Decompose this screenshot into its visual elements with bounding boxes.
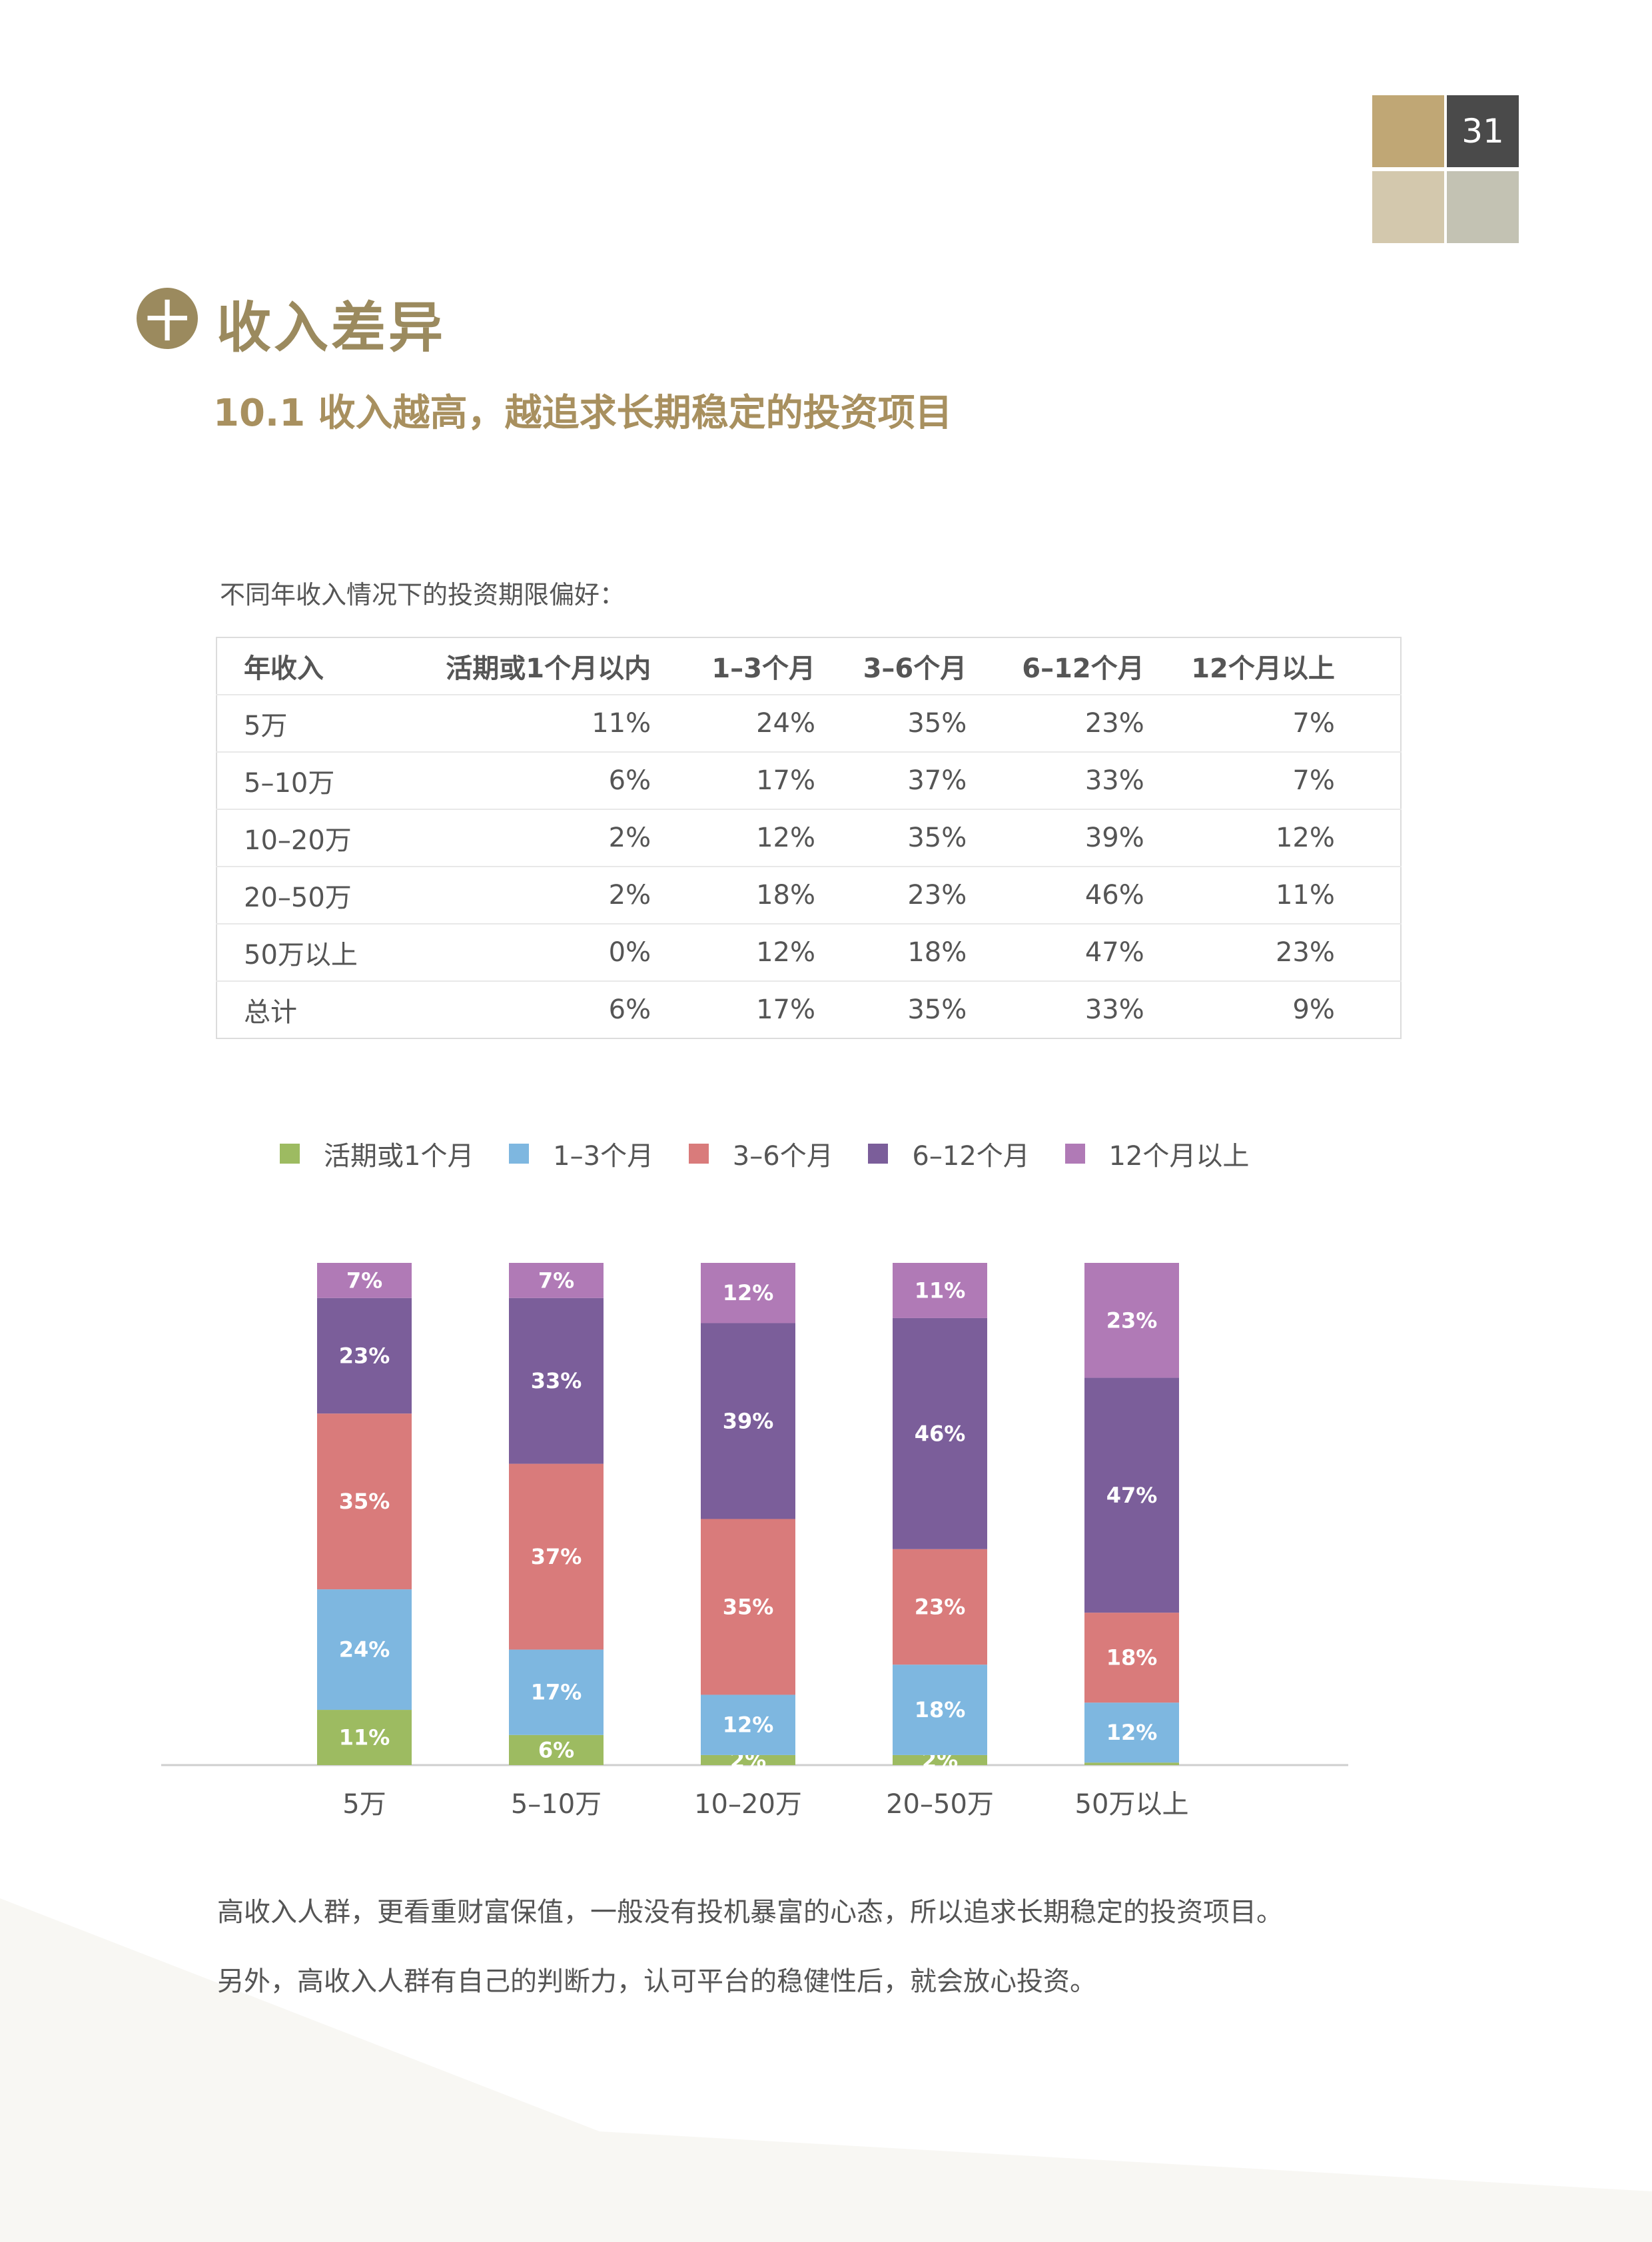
table-row: 20–50万 2% 18% 23% 46% 11% xyxy=(216,866,1401,924)
decor-square xyxy=(1447,171,1519,243)
section-badge: 十 xyxy=(137,288,198,349)
table-cell: 总计 xyxy=(216,980,428,1038)
table-cell: 37% xyxy=(815,751,967,809)
legend-swatch xyxy=(688,1144,709,1164)
table-cell: 33% xyxy=(967,751,1144,809)
table-row: 5–10万 6% 17% 37% 33% 7% xyxy=(216,751,1401,809)
table-header-cell: 12个月以上 xyxy=(1191,653,1335,684)
table-header-cell: 年收入 xyxy=(244,653,324,684)
table-cell: 6% xyxy=(427,751,651,809)
legend-swatch xyxy=(509,1144,530,1164)
legend-item: 3–6个月 xyxy=(688,1134,833,1173)
table-row: 总计 6% 17% 35% 33% 9% xyxy=(216,980,1401,1038)
table-cell: 17% xyxy=(651,980,815,1038)
legend-item: 12个月以上 xyxy=(1064,1134,1250,1173)
table-cell: 50万以上 xyxy=(216,923,428,981)
table-cell: 39% xyxy=(967,809,1144,867)
table-cell: 10–20万 xyxy=(216,809,428,867)
table-cell: 20–50万 xyxy=(216,866,428,924)
subsection-title: 10.1 收入越高，越追求长期稳定的投资项目 xyxy=(213,392,953,435)
table-cell: 18% xyxy=(651,866,815,924)
table-cell: 5万 xyxy=(216,694,428,752)
legend-label: 1–3个月 xyxy=(553,1141,654,1172)
legend-swatch xyxy=(1064,1144,1085,1164)
table-cell: 17% xyxy=(651,751,815,809)
table-cell: 7% xyxy=(1144,694,1335,752)
decor-square xyxy=(1372,171,1444,243)
table-cell: 11% xyxy=(427,694,651,752)
table-cell: 11% xyxy=(1144,866,1335,924)
table-header-cell: 1–3个月 xyxy=(711,653,815,684)
paragraph: 高收入人群，更看重财富保值，一般没有投机暴富的心态，所以追求长期稳定的投资项目。 xyxy=(217,1897,1283,1928)
section-title: 收入差异 xyxy=(216,296,446,360)
table-cell: 35% xyxy=(815,809,967,867)
table-cell: 35% xyxy=(815,980,967,1038)
table-cell: 46% xyxy=(967,866,1144,924)
table-cell: 7% xyxy=(1144,751,1335,809)
legend-label: 活期或1个月 xyxy=(324,1141,474,1172)
table-cell: 35% xyxy=(815,694,967,752)
table-caption: 不同年收入情况下的投资期限偏好： xyxy=(220,580,625,609)
table-cell: 18% xyxy=(815,923,967,981)
table-row: 50万以上 0% 12% 18% 47% 23% xyxy=(216,923,1401,981)
table-header-cell: 活期或1个月以内 xyxy=(446,653,651,684)
table-cell: 0% xyxy=(427,923,651,981)
chart-legend: 活期或1个月 1–3个月 3–6个月 6–12个月 12个月以上 xyxy=(280,1134,1276,1173)
table-cell: 5–10万 xyxy=(216,751,428,809)
table-cell: 2% xyxy=(427,809,651,867)
table-header-cell: 3–6个月 xyxy=(863,653,967,684)
data-table: 年收入 活期或1个月以内 1–3个月 3–6个月 6–12个月 12个月以上 5… xyxy=(216,637,1402,1039)
table-cell: 23% xyxy=(1144,923,1335,981)
legend-label: 3–6个月 xyxy=(732,1141,833,1172)
table-cell: 9% xyxy=(1144,980,1335,1038)
table-cell: 47% xyxy=(967,923,1144,981)
table-cell: 23% xyxy=(967,694,1144,752)
table-cell: 23% xyxy=(815,866,967,924)
table-row: 5万 11% 24% 35% 23% 7% xyxy=(216,694,1401,752)
legend-item: 1–3个月 xyxy=(509,1134,653,1173)
table-header-row: 年收入 活期或1个月以内 1–3个月 3–6个月 6–12个月 12个月以上 xyxy=(216,637,1401,695)
table-row: 10–20万 2% 12% 35% 39% 12% xyxy=(216,809,1401,867)
table-cell: 24% xyxy=(651,694,815,752)
legend-swatch xyxy=(868,1144,889,1164)
legend-item: 活期或1个月 xyxy=(280,1134,474,1173)
legend-label: 6–12个月 xyxy=(912,1141,1030,1172)
legend-item: 6–12个月 xyxy=(868,1134,1030,1173)
legend-label: 12个月以上 xyxy=(1108,1141,1250,1172)
page-number: 31 xyxy=(1447,95,1519,167)
table-cell: 6% xyxy=(427,980,651,1038)
table-header-cell: 6–12个月 xyxy=(1022,653,1144,684)
table-cell: 33% xyxy=(967,980,1144,1038)
legend-swatch xyxy=(280,1144,300,1164)
table-cell: 12% xyxy=(651,809,815,867)
paragraph: 另外，高收入人群有自己的判断力，认可平台的稳健性后，就会放心投资。 xyxy=(217,1966,1096,1997)
decor-square xyxy=(1372,95,1444,167)
table-cell: 12% xyxy=(1144,809,1335,867)
table-cell: 2% xyxy=(427,866,651,924)
page-number-block: 31 xyxy=(1372,95,1519,243)
table-cell: 12% xyxy=(651,923,815,981)
